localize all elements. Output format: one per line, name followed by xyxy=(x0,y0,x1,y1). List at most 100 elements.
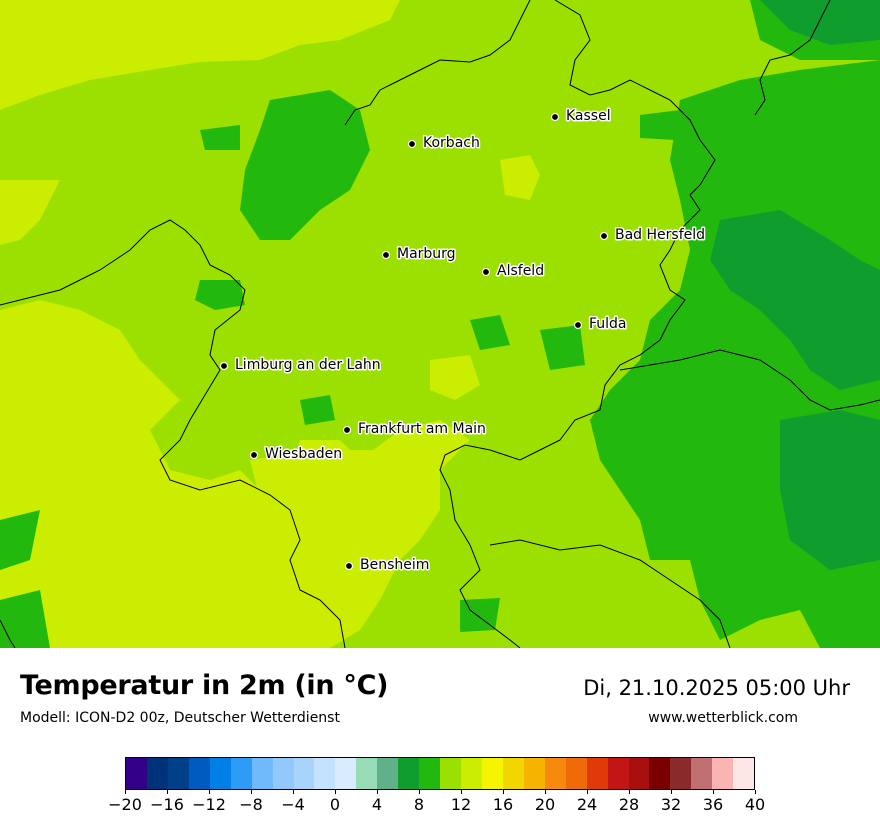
map-title: Temperatur in 2m (in °C) xyxy=(20,670,389,701)
city-kassel: Kassel xyxy=(550,107,612,126)
legend-swatch xyxy=(251,758,273,789)
city-dot xyxy=(599,231,609,241)
legend-swatch xyxy=(481,758,503,789)
city-korbach: Korbach xyxy=(407,134,481,153)
city-label: Alsfeld xyxy=(497,263,544,279)
city-label: Limburg an der Lahn xyxy=(235,357,381,373)
legend-tick-label: 8 xyxy=(413,795,425,814)
legend-swatch xyxy=(188,758,210,789)
model-source: Modell: ICON-D2 00z, Deutscher Wetterdie… xyxy=(20,710,340,726)
city-label: Korbach xyxy=(423,135,480,151)
legend-swatch xyxy=(712,758,734,789)
legend-tick-label: −12 xyxy=(192,795,226,814)
legend-swatch xyxy=(335,758,357,789)
color-legend xyxy=(125,757,755,790)
legend-swatch xyxy=(167,758,189,789)
legend-swatch xyxy=(146,758,168,789)
city-frankfurt: Frankfurt am Main xyxy=(342,420,487,439)
legend-tick-mark xyxy=(335,790,336,794)
legend-tick-label: 32 xyxy=(660,795,682,814)
legend-tick-mark xyxy=(461,790,462,794)
city-label: Wiesbaden xyxy=(265,446,342,462)
legend-swatch xyxy=(356,758,378,789)
state-borders xyxy=(0,0,880,648)
legend-swatch xyxy=(440,758,461,789)
temperature-map: Kassel Korbach Bad Hersfeld Marburg Alsf… xyxy=(0,0,880,648)
legend-swatch xyxy=(649,758,671,789)
legend-tick-label: 16 xyxy=(492,795,514,814)
city-dot xyxy=(344,561,354,571)
legend-tick-label: 20 xyxy=(534,795,556,814)
city-dot xyxy=(219,361,229,371)
city-limburg: Limburg an der Lahn xyxy=(219,356,382,375)
city-bad-hersfeld: Bad Hersfeld xyxy=(599,226,707,245)
legend-tick-label: 0 xyxy=(329,795,341,814)
legend-tick-label: −20 xyxy=(108,795,142,814)
legend-tick-label: 12 xyxy=(450,795,472,814)
legend-tick-label: 36 xyxy=(702,795,724,814)
legend-swatch xyxy=(209,758,231,789)
legend-swatch xyxy=(377,758,399,789)
city-dot xyxy=(381,250,391,260)
city-markers: Kassel Korbach Bad Hersfeld Marburg Alsf… xyxy=(219,107,707,575)
legend-tick-mark xyxy=(125,790,126,794)
legend-swatch xyxy=(523,758,545,789)
city-dot xyxy=(550,112,560,122)
legend-tick-label: 4 xyxy=(371,795,383,814)
cold-zones xyxy=(710,0,880,570)
legend-swatch xyxy=(230,758,252,789)
legend-swatch xyxy=(691,758,713,789)
legend-swatch xyxy=(565,758,587,789)
legend-swatch xyxy=(398,758,420,789)
city-wiesbaden: Wiesbaden xyxy=(249,445,344,464)
legend-tick-mark xyxy=(587,790,588,794)
legend-tick-label: 24 xyxy=(576,795,598,814)
legend-swatch xyxy=(502,758,524,789)
warm-zones xyxy=(0,0,540,648)
legend-tick-mark xyxy=(755,790,756,794)
city-fulda: Fulda xyxy=(573,315,628,334)
legend-tick-label: −16 xyxy=(150,795,184,814)
city-label: Bensheim xyxy=(360,557,429,573)
legend-swatch xyxy=(293,758,315,789)
legend-tick-mark xyxy=(671,790,672,794)
color-legend-ticks: −20 −16 −12 −8 −4 0 4 8 12 16 20 24 28 32 36 40 xyxy=(108,790,765,820)
legend-swatch xyxy=(461,758,482,789)
city-bensheim: Bensheim xyxy=(344,556,431,575)
legend-tick-label: 28 xyxy=(618,795,640,814)
city-dot xyxy=(481,267,491,277)
city-label: Frankfurt am Main xyxy=(358,421,486,437)
city-label: Marburg xyxy=(397,246,456,262)
legend-tick-mark xyxy=(629,790,630,794)
legend-tick-mark xyxy=(377,790,378,794)
legend-tick-mark xyxy=(251,790,252,794)
city-marburg: Marburg xyxy=(381,245,457,264)
legend-tick-mark xyxy=(293,790,294,794)
legend-swatch xyxy=(670,758,692,789)
legend-tick-label: −4 xyxy=(281,795,305,814)
city-dot xyxy=(249,450,259,460)
legend-swatch xyxy=(607,758,629,789)
legend-swatch xyxy=(544,758,566,789)
legend-swatch xyxy=(628,758,650,789)
legend-swatch xyxy=(126,758,147,789)
forecast-datetime: Di, 21.10.2025 05:00 Uhr xyxy=(583,676,850,700)
city-alsfeld: Alsfeld xyxy=(481,262,546,281)
city-dot xyxy=(407,139,417,149)
city-label: Kassel xyxy=(566,108,611,124)
legend-tick-mark xyxy=(503,790,504,794)
city-label: Bad Hersfeld xyxy=(615,227,705,243)
legend-tick-mark xyxy=(713,790,714,794)
city-dot xyxy=(573,320,583,330)
legend-tick-mark xyxy=(419,790,420,794)
legend-swatch xyxy=(586,758,608,789)
legend-tick-label: −8 xyxy=(239,795,263,814)
legend-swatch xyxy=(314,758,336,789)
legend-tick-label: 40 xyxy=(744,795,766,814)
legend-tick-mark xyxy=(209,790,210,794)
website-link[interactable]: www.wetterblick.com xyxy=(648,710,798,726)
legend-swatch xyxy=(419,758,441,789)
legend-swatch xyxy=(733,758,755,789)
city-dot xyxy=(342,425,352,435)
legend-tick-mark xyxy=(167,790,168,794)
